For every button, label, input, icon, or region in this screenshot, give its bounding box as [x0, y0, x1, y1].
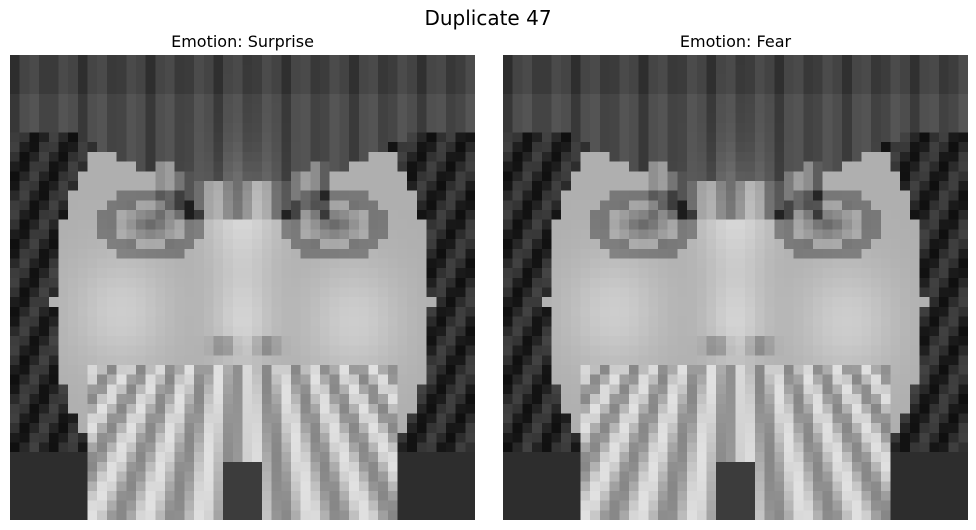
- face-image-fear: [503, 55, 968, 520]
- face-image-surprise: [10, 55, 475, 520]
- panel-title-fear: Emotion: Fear: [679, 32, 792, 51]
- figure-title: Duplicate 47: [424, 6, 552, 30]
- panel-title-surprise: Emotion: Surprise: [171, 32, 314, 51]
